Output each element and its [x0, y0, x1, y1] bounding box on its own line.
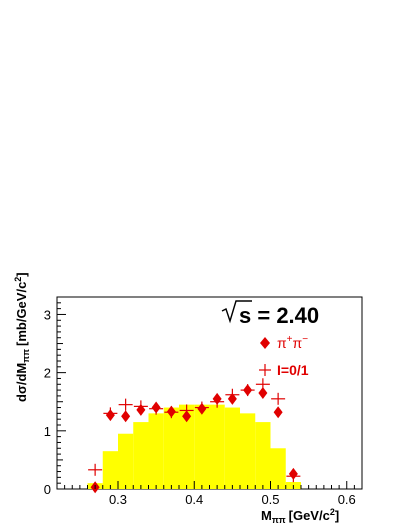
diamond-point — [212, 392, 222, 405]
energy-annotation: s = 2.40 — [221, 300, 319, 328]
y-tick-label: 2 — [44, 366, 51, 381]
axes: 0.3 0.4 0.5 0.6 0 1 2 3 — [44, 302, 356, 507]
sqrt-symbol — [221, 300, 252, 324]
histogram-bin — [179, 404, 195, 489]
y-axis-title: dσ/dMππ[mb/GeV/c2] — [13, 272, 31, 402]
diamond-point — [105, 409, 115, 422]
diamond-point — [273, 406, 283, 419]
x-tick-label: 0.5 — [261, 492, 279, 507]
legend: π+π− I=0/1 — [259, 334, 309, 378]
cross-point — [271, 392, 286, 405]
diamond-point — [151, 401, 161, 414]
legend-label-pipi: π+π− — [277, 334, 308, 351]
energy-value: = 2.40 — [251, 303, 319, 328]
x-axis-title: Mππ [GeV/c2] — [261, 507, 339, 525]
diamond-point — [227, 392, 237, 405]
legend-diamond-marker — [260, 337, 270, 349]
histogram — [87, 404, 301, 489]
cross-point — [118, 398, 133, 411]
histogram-bin — [194, 404, 210, 489]
diamond-point — [258, 387, 268, 399]
series-pipi — [90, 384, 298, 494]
diamond-point — [288, 467, 298, 480]
svg-text:s = 2.40: s = 2.40 — [239, 303, 319, 328]
histogram-bin — [209, 404, 225, 489]
diamond-point — [136, 403, 146, 416]
histogram-bin — [148, 413, 164, 489]
diamond-point — [243, 384, 253, 397]
histogram-bin — [133, 422, 149, 489]
diamond-point — [121, 410, 131, 423]
y-tick-label: 0 — [44, 482, 51, 497]
legend-label-isospin: I=0/1 — [277, 362, 309, 378]
x-tick-label: 0.4 — [185, 492, 203, 507]
legend-cross-marker — [259, 364, 271, 376]
histogram-bin — [240, 413, 256, 489]
histogram-bin — [255, 422, 271, 489]
histogram-bin — [163, 407, 179, 489]
cross-point — [88, 463, 103, 476]
histogram-bin — [224, 407, 240, 489]
diamond-point — [182, 410, 192, 423]
histogram-bin — [270, 448, 286, 489]
histogram-bin — [102, 451, 118, 489]
diamond-point — [166, 405, 176, 418]
y-tick-label: 1 — [44, 424, 51, 439]
histogram-bin — [118, 433, 134, 489]
diamond-point — [197, 402, 207, 415]
sqrt-argument: s — [239, 303, 251, 328]
x-tick-label: 0.6 — [338, 492, 356, 507]
x-tick-label: 0.3 — [109, 492, 127, 507]
y-tick-label: 3 — [44, 307, 51, 322]
